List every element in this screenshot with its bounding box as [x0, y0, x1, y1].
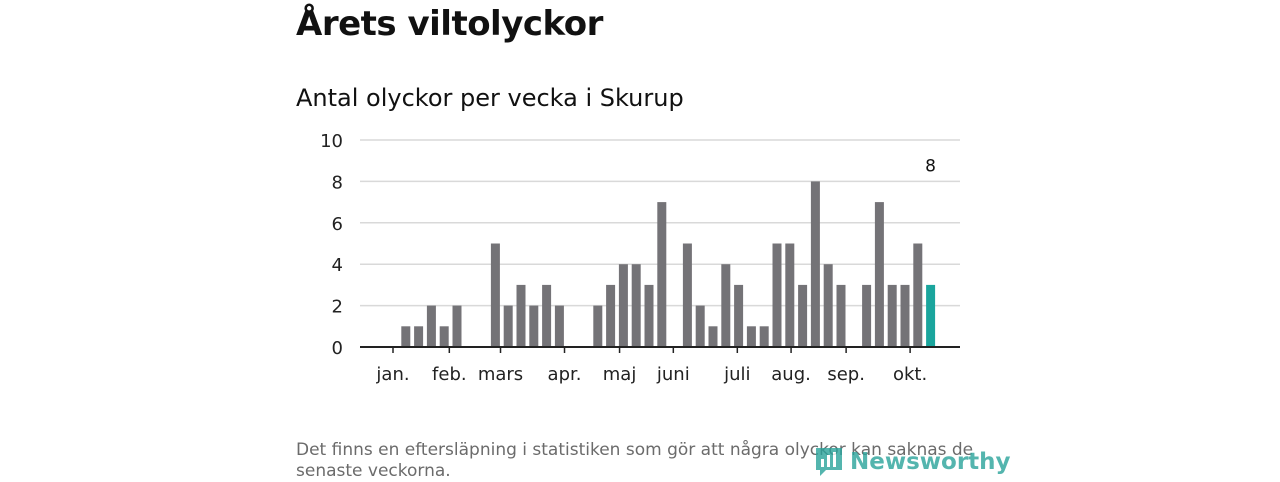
bar — [529, 305, 539, 347]
bar — [913, 243, 923, 347]
brand-name: Newsworthy — [850, 449, 1011, 475]
bar — [618, 264, 628, 347]
bar — [593, 305, 603, 347]
bar — [746, 326, 756, 347]
bar — [721, 264, 731, 347]
y-tick-label: 4 — [332, 255, 343, 276]
x-tick-label: aug. — [771, 364, 811, 385]
bar — [657, 202, 667, 347]
y-tick-label: 6 — [332, 214, 343, 235]
data-labels: 8 — [925, 156, 936, 176]
x-tick-label: feb. — [432, 364, 467, 385]
bar — [554, 305, 564, 347]
x-tick-label: mars — [478, 364, 523, 385]
bar — [516, 284, 526, 347]
y-tick-label: 10 — [320, 131, 343, 152]
bar — [798, 284, 808, 347]
bar — [490, 243, 500, 347]
y-tick-label: 2 — [332, 297, 343, 318]
bar — [874, 202, 884, 347]
bar — [414, 326, 424, 347]
bar — [401, 326, 411, 347]
bar — [900, 284, 910, 347]
bar — [708, 326, 718, 347]
x-tick-label: sep. — [827, 364, 865, 385]
x-axis: jan. feb. mars apr. maj juni juli aug. sep. okt. — [360, 346, 960, 385]
x-tick-label: juli — [723, 364, 750, 385]
bar — [785, 243, 795, 347]
bar — [606, 284, 616, 347]
newsworthy-logo-icon — [816, 448, 842, 476]
bar — [631, 264, 641, 347]
bar — [759, 326, 769, 347]
bar — [810, 181, 820, 347]
bar — [926, 284, 936, 347]
bar — [503, 305, 513, 347]
bar — [542, 284, 552, 347]
highlight-data-label: 8 — [925, 156, 936, 176]
bar — [823, 264, 833, 347]
y-tick-label: 8 — [332, 172, 343, 193]
bar — [682, 243, 692, 347]
x-tick-label: maj — [603, 364, 637, 385]
brand-logo: Newsworthy — [814, 446, 1011, 478]
bar — [644, 284, 654, 347]
bar — [887, 284, 897, 347]
x-tick-label: okt. — [893, 364, 927, 385]
bar — [862, 284, 872, 347]
chart-title: Antal olyckor per vecka i Skurup — [296, 84, 684, 112]
y-axis-ticks: 0 2 4 6 8 10 — [320, 131, 343, 359]
bar — [772, 243, 782, 347]
page-title: Årets viltolyckor — [296, 4, 603, 44]
y-tick-label: 0 — [332, 338, 343, 359]
x-tick-label: jan. — [375, 364, 409, 385]
x-tick-label: juni — [656, 364, 690, 385]
bar — [426, 305, 436, 347]
footnote: Det finns en eftersläpning i statistiken… — [296, 440, 974, 481]
bar — [734, 284, 744, 347]
bars — [401, 181, 936, 347]
x-tick-label: apr. — [548, 364, 582, 385]
bar — [452, 305, 462, 347]
bar — [439, 326, 449, 347]
bar — [695, 305, 705, 347]
bar — [836, 284, 846, 347]
